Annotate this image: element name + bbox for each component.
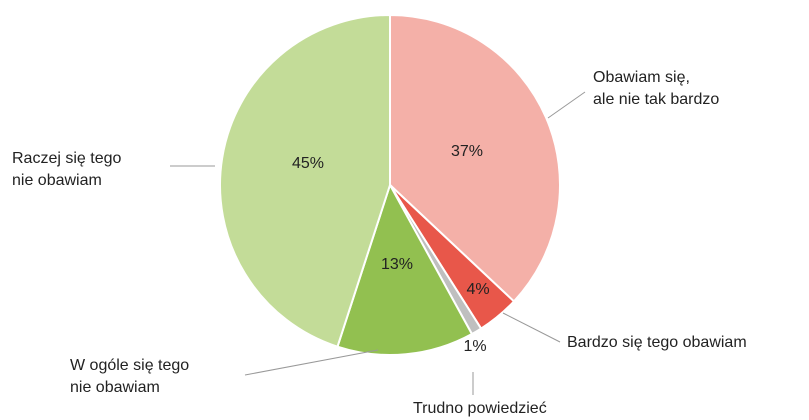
pie-slice bbox=[336, 182, 474, 356]
category-label: Trudno powiedzieć bbox=[413, 400, 547, 417]
value-label: 1% bbox=[463, 338, 486, 355]
leader-line bbox=[244, 349, 379, 376]
category-label: W ogóle się tego nie obawiam bbox=[70, 357, 190, 396]
pie-slice bbox=[218, 13, 391, 348]
category-label: Bardzo się tego obawiam bbox=[567, 334, 747, 351]
value-label: 45% bbox=[292, 155, 324, 172]
pie-slice bbox=[389, 13, 561, 303]
value-label: 4% bbox=[466, 281, 489, 298]
leader-line bbox=[547, 91, 586, 119]
category-label: Obawiam się, ale nie tak bardzo bbox=[593, 69, 720, 108]
value-label: 37% bbox=[451, 143, 483, 160]
category-label: Raczej się tego nie obawiam bbox=[12, 150, 122, 189]
value-label: 13% bbox=[381, 256, 413, 273]
leader-line bbox=[502, 312, 561, 343]
